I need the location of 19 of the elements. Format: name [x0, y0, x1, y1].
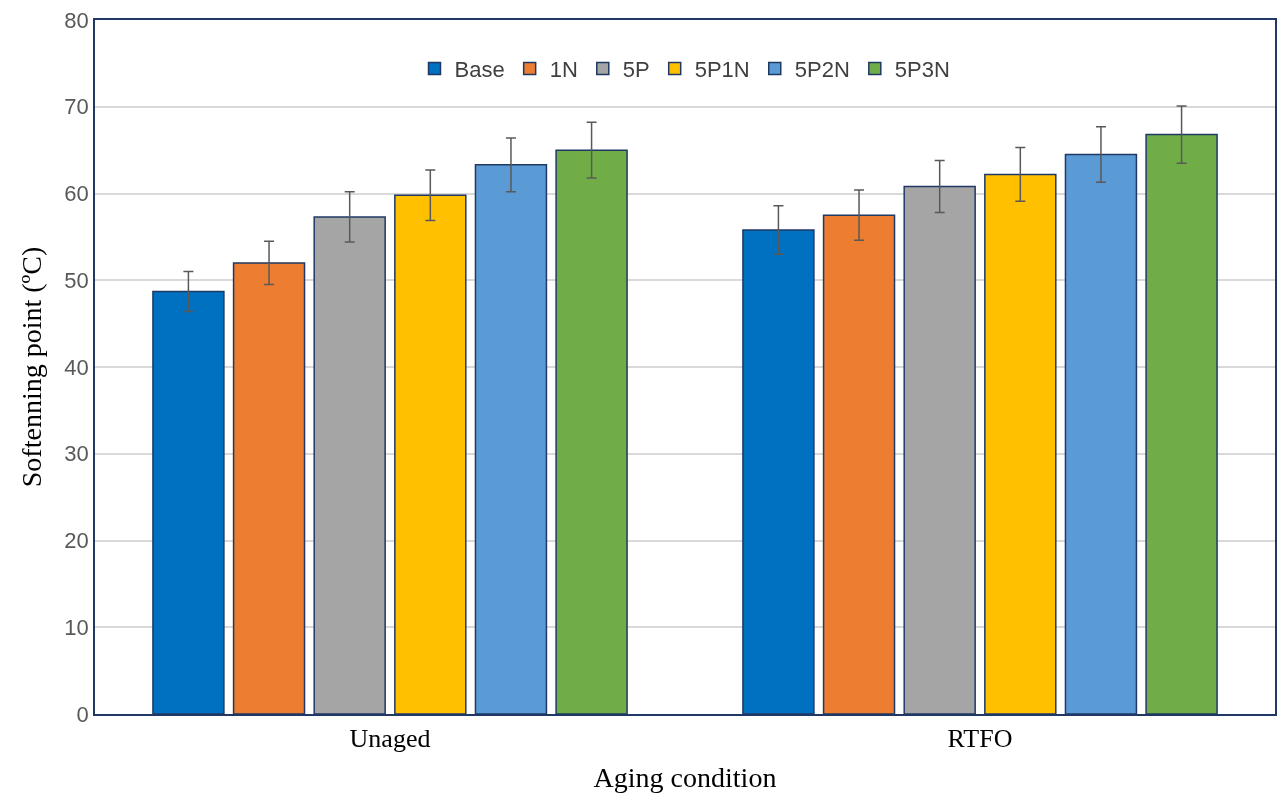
x-axis-title: Aging condition [593, 761, 777, 793]
legend-label: Base [454, 56, 505, 82]
x-tick-label: RTFO [947, 723, 1013, 753]
legend-label: 5P1N [694, 56, 750, 82]
y-tick-label: 50 [64, 267, 89, 293]
legend-label: 5P [622, 56, 650, 82]
x-tick-label: Unaged [349, 723, 431, 753]
y-axis-title: Softenning point (ºC) [15, 246, 47, 488]
y-tick-label: 10 [64, 614, 89, 640]
legend-label: 5P2N [794, 56, 850, 82]
y-tick-label: 40 [64, 354, 89, 380]
legend-label: 1N [549, 56, 578, 82]
y-tick-label: 60 [64, 181, 89, 207]
y-tick-label: 80 [64, 7, 89, 33]
y-tick-label: 70 [64, 94, 89, 120]
y-tick-label: 0 [76, 701, 89, 727]
y-tick-label: 20 [64, 528, 89, 554]
y-tick-label: 30 [64, 441, 89, 467]
legend-label: 5P3N [894, 56, 950, 82]
